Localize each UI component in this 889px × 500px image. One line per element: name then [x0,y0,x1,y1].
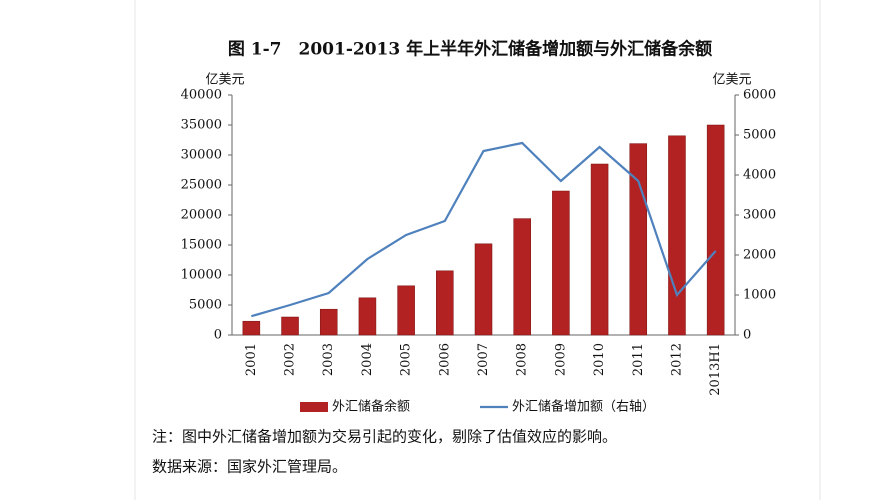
y-tick-label: 0 [214,328,222,343]
x-tick-label: 2008 [515,343,530,376]
y-tick-label: 5000 [189,298,222,313]
bar [706,124,725,336]
note: 注：图中外汇储备增加额为交易引起的变化，剔除了估值效应的影响。 [152,428,617,446]
x-tick-label: 2007 [476,343,491,376]
y2-tick-label: 2000 [743,248,776,263]
y2-tick-label: 5000 [743,128,776,143]
y-tick-label: 30000 [181,148,222,163]
legend-swatch [300,402,328,412]
bar [668,135,686,336]
x-tick-label: 2013H1 [708,343,723,396]
y2-tick-label: 6000 [743,88,776,103]
x-tick-label: 2002 [283,343,298,376]
y-tick-label: 20000 [181,208,222,223]
bar [474,243,493,336]
x-tick-label: 2003 [321,343,336,376]
y-tick-label: 25000 [181,178,222,193]
y2-tick-label: 3000 [743,208,776,223]
y2-tick-label: 4000 [743,168,776,183]
y2-tick-label: 1000 [743,288,776,303]
bar [436,270,454,336]
x-tick-label: 2009 [553,343,568,376]
bar [590,163,609,336]
chart-title: 图 1-7 2001-2013 年上半年外汇储备增加额与外汇储备余额 [228,39,712,60]
source-note: 数据来源：国家外汇管理局。 [152,458,347,476]
legend-label: 外汇储备增加额（右轴） [512,399,655,415]
y-tick-label: 10000 [181,268,222,283]
x-tick-label: 2012 [669,343,684,376]
line-series [251,141,717,318]
x-tick-label: 2004 [360,343,375,376]
bar [281,316,299,336]
x-tick-label: 2005 [399,343,414,376]
y-tick-label: 40000 [181,88,222,103]
bar [552,190,570,336]
bar [242,320,261,336]
x-tick-label: 2006 [437,343,452,376]
bar [358,297,377,336]
x-tick-label: 2001 [244,343,259,376]
bar [397,285,415,336]
bar [319,308,338,336]
bar [513,218,531,336]
x-tick-label: 2011 [631,343,646,376]
y-tick-label: 15000 [181,238,222,253]
y2-axis-label: 亿美元 [712,73,751,88]
y-axis-label: 亿美元 [205,73,244,88]
legend-label: 外汇储备余额 [332,399,410,415]
bar [629,143,648,336]
y-tick-label: 35000 [181,118,222,133]
x-tick-label: 2010 [592,343,607,376]
y2-tick-label: 0 [743,328,751,343]
